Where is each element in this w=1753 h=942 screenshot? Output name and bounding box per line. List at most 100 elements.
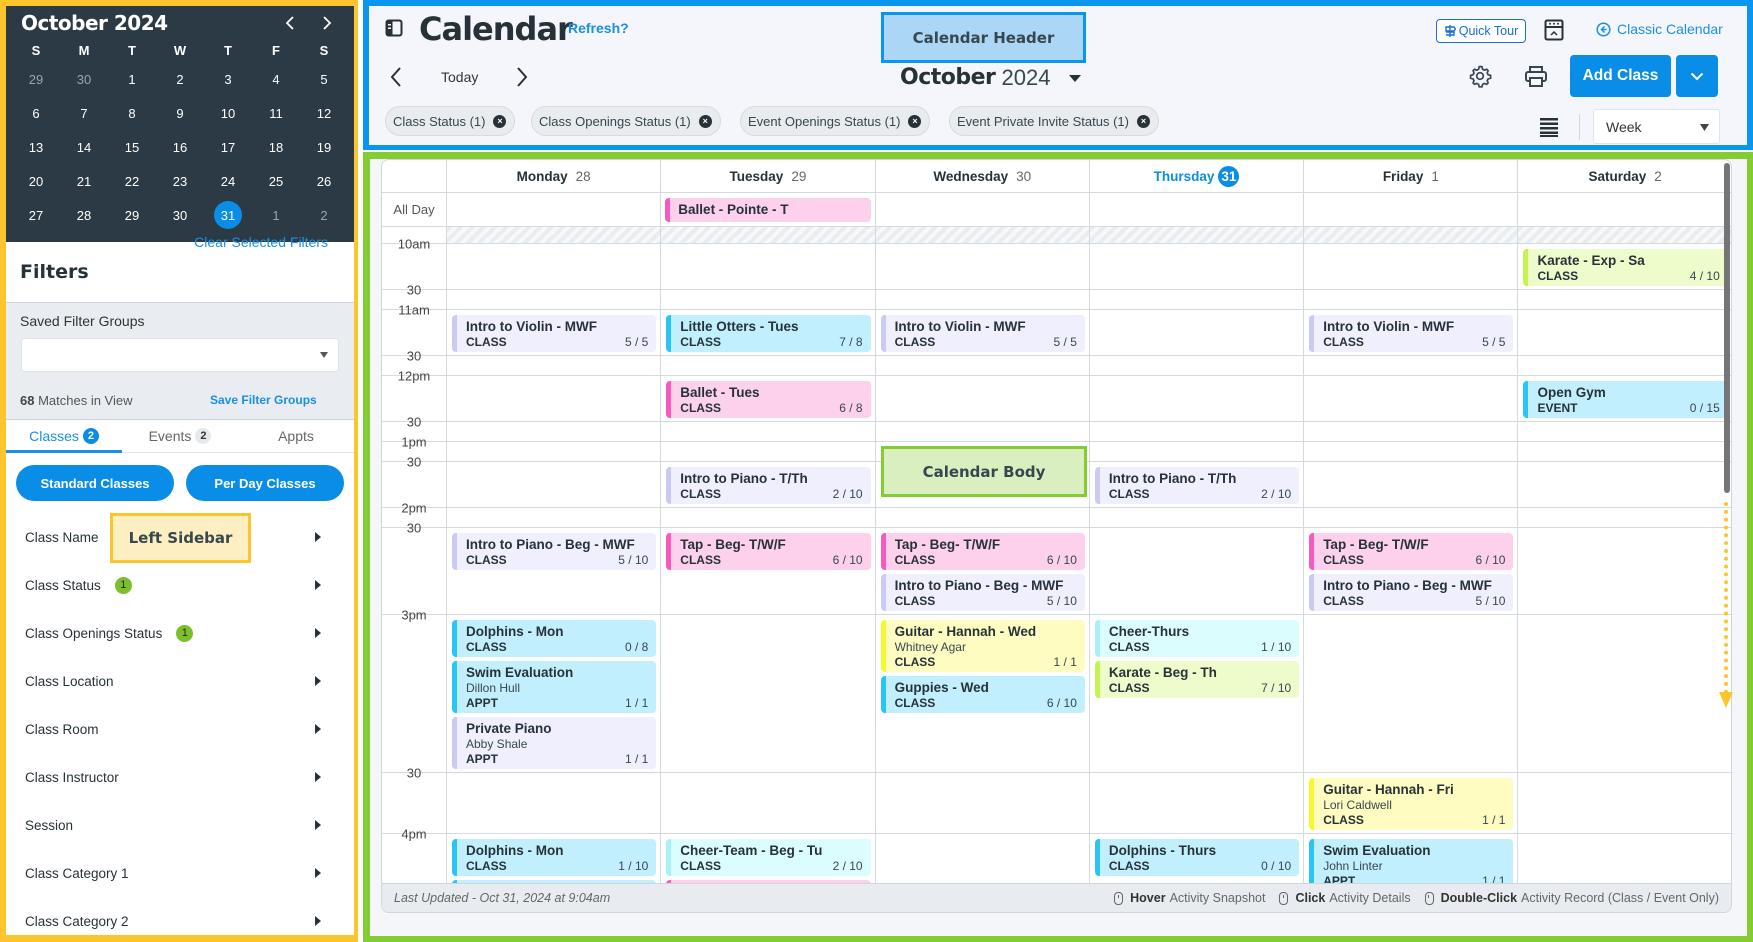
- add-options-dropdown-button[interactable]: [1676, 55, 1718, 97]
- time-slot[interactable]: [446, 508, 661, 528]
- mini-day[interactable]: 13: [12, 130, 60, 164]
- all-day-cell[interactable]: [446, 193, 661, 227]
- time-slot[interactable]: [874, 290, 1089, 310]
- calendar-event[interactable]: Cheer-Thurs CLASS 1 / 10: [1094, 620, 1300, 657]
- time-slot[interactable]: [1303, 422, 1518, 442]
- mini-day[interactable]: 5: [300, 62, 348, 96]
- mini-day[interactable]: 15: [108, 130, 156, 164]
- mini-day[interactable]: 1: [108, 62, 156, 96]
- time-slot[interactable]: Intro to Violin - MWF CLASS 5 / 5: [1303, 310, 1518, 356]
- mini-day[interactable]: 20: [12, 164, 60, 198]
- previous-week-button[interactable]: [389, 66, 403, 93]
- time-slot[interactable]: [1517, 773, 1731, 834]
- calendar-event[interactable]: Intro to Piano - Beg - MWF CLASS 5 / 10: [1309, 574, 1514, 611]
- mini-day[interactable]: 23: [156, 164, 204, 198]
- all-day-cell[interactable]: Ballet - Pointe - T: [660, 193, 875, 227]
- time-slot[interactable]: [874, 356, 1089, 376]
- filter-item[interactable]: Class Category 1: [6, 849, 354, 897]
- all-day-cell[interactable]: [1517, 193, 1731, 227]
- filter-item[interactable]: Class Instructor: [6, 753, 354, 801]
- filter-item[interactable]: Class Openings Status 1: [6, 609, 354, 657]
- calendar-event[interactable]: Cheer-Team - Beg - Tu CLASS 2 / 10: [666, 839, 871, 876]
- sidebar-toggle-button[interactable]: [385, 19, 403, 42]
- calendar-event[interactable]: Intro to Piano - Beg - MWF CLASS 5 / 10: [880, 574, 1085, 611]
- calendar-event[interactable]: Intro to Violin - MWF CLASS 5 / 5: [1309, 315, 1514, 352]
- time-slot[interactable]: [446, 442, 661, 462]
- standard-classes-button[interactable]: Standard Classes: [16, 465, 174, 501]
- close-icon[interactable]: ×: [908, 114, 922, 128]
- calendar-event[interactable]: Tap - Beg- T/W/F CLASS 6 / 10: [666, 533, 871, 570]
- day-header-monday[interactable]: Monday 28: [446, 160, 661, 193]
- calendar-event[interactable]: Open Gym EVENT 0 / 15: [1523, 381, 1728, 418]
- mini-day[interactable]: 2: [300, 198, 348, 232]
- time-slot[interactable]: [660, 422, 875, 442]
- time-slot[interactable]: [1088, 528, 1304, 615]
- time-slot[interactable]: [1517, 442, 1731, 462]
- mini-day[interactable]: 3: [204, 62, 252, 96]
- calendar-event[interactable]: Dolphins - Mon CLASS 1 / 10: [452, 839, 657, 876]
- mini-day[interactable]: 29: [108, 198, 156, 232]
- mini-day-selected[interactable]: 31: [204, 198, 252, 232]
- time-slot[interactable]: [1303, 244, 1518, 290]
- time-slot[interactable]: Tap - Beg- T/W/F CLASS 6 / 10 Intro to Pian…: [874, 528, 1089, 615]
- calendar-event[interactable]: Guitar - Hannah - Fri Lori Caldwell CLASS 1…: [1309, 778, 1514, 830]
- mini-day[interactable]: 24: [204, 164, 252, 198]
- filter-item[interactable]: Class Room: [6, 705, 354, 753]
- mini-day[interactable]: 6: [12, 96, 60, 130]
- mini-day[interactable]: 30: [60, 62, 108, 96]
- mini-day[interactable]: 25: [252, 164, 300, 198]
- time-slot[interactable]: [874, 422, 1089, 442]
- tab-classes[interactable]: Classes 2: [6, 420, 122, 453]
- time-slot[interactable]: Swim Evaluation John Linter APPT 1 / 1: [1303, 834, 1517, 912]
- time-slot[interactable]: Open Gym EVENT 0 / 15: [1517, 376, 1731, 422]
- mini-day[interactable]: 28: [60, 198, 108, 232]
- time-slot[interactable]: Cheer-Thurs CLASS 1 / 10 Karate - Beg - Th C…: [1088, 615, 1304, 773]
- time-slot[interactable]: Dolphins - Mon CLASS 0 / 8 Swim Evaluation D…: [446, 615, 661, 773]
- calendar-event[interactable]: Swim Evaluation Dillon Hull APPT 1 / 1: [452, 661, 657, 713]
- time-slot[interactable]: Karate - Exp - Sa CLASS 4 / 10: [1517, 244, 1731, 290]
- mini-day[interactable]: 16: [156, 130, 204, 164]
- filter-item[interactable]: Class Name: [6, 513, 354, 561]
- mini-day[interactable]: 7: [60, 96, 108, 130]
- mini-day[interactable]: 17: [204, 130, 252, 164]
- time-slot[interactable]: [660, 508, 875, 528]
- time-slot[interactable]: Tap - Beg- T/W/F CLASS 6 / 10: [660, 528, 875, 615]
- all-day-cell[interactable]: [874, 193, 1089, 227]
- time-slot[interactable]: [1088, 290, 1304, 310]
- time-slot[interactable]: [1517, 310, 1731, 356]
- time-slot[interactable]: [446, 244, 661, 290]
- calendar-event[interactable]: Intro to Violin - MWF CLASS 5 / 5: [880, 315, 1085, 352]
- time-slot[interactable]: [1303, 462, 1518, 508]
- time-slot[interactable]: [660, 244, 875, 290]
- day-header-friday[interactable]: Friday 1: [1303, 160, 1518, 193]
- time-slot[interactable]: [446, 773, 661, 834]
- view-select[interactable]: Week: [1593, 109, 1720, 144]
- filter-item[interactable]: Session: [6, 801, 354, 849]
- calendar-event[interactable]: Guppies - Wed CLASS 6 / 10: [880, 676, 1085, 713]
- mini-day[interactable]: 27: [12, 198, 60, 232]
- time-slot[interactable]: [1517, 834, 1731, 912]
- time-slot[interactable]: [446, 290, 661, 310]
- mini-day[interactable]: 9: [156, 96, 204, 130]
- day-header-tuesday[interactable]: Tuesday 29: [660, 160, 875, 193]
- time-slot[interactable]: [1088, 244, 1304, 290]
- day-header-thursday[interactable]: Thursday 31: [1088, 160, 1304, 193]
- calendar-event[interactable]: Tap - Beg- T/W/F CLASS 6 / 10: [880, 533, 1085, 570]
- day-header-wednesday[interactable]: Wednesday 30: [874, 160, 1089, 193]
- time-slot[interactable]: [1088, 773, 1304, 834]
- time-slot[interactable]: [1303, 376, 1518, 422]
- calendar-event[interactable]: Ballet - Tues CLASS 6 / 8: [666, 381, 871, 418]
- mini-day[interactable]: 1: [252, 198, 300, 232]
- time-slot[interactable]: [660, 290, 875, 310]
- list-view-button[interactable]: [1540, 117, 1558, 142]
- mini-day[interactable]: 4: [252, 62, 300, 96]
- day-header-saturday[interactable]: Saturday 2: [1517, 160, 1731, 193]
- mini-day[interactable]: 29: [12, 62, 60, 96]
- refresh-link[interactable]: Refresh?: [568, 20, 629, 36]
- scrollbar-thumb[interactable]: [1724, 163, 1730, 493]
- time-slot[interactable]: [1517, 356, 1731, 376]
- time-slot[interactable]: [1088, 442, 1304, 462]
- tab-appts[interactable]: Appts: [238, 420, 354, 452]
- calendar-event[interactable]: Tap - Beg- T/W/F CLASS 6 / 10: [1309, 533, 1514, 570]
- time-slot[interactable]: [446, 356, 661, 376]
